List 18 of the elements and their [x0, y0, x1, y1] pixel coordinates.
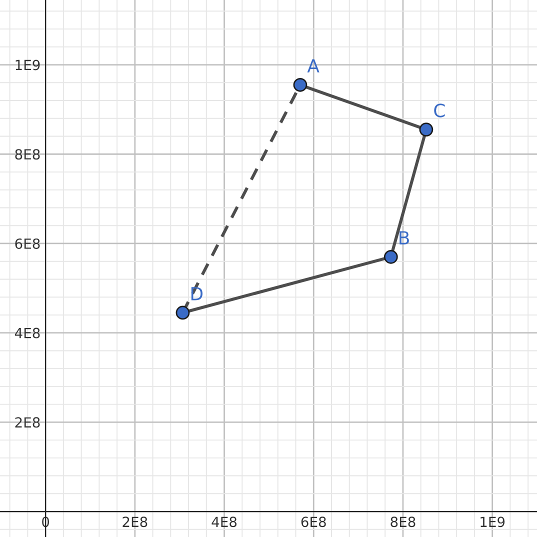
- point: [176, 306, 190, 320]
- annotation: D: [191, 287, 203, 300]
- y-tick-label: 4E8: [14, 328, 40, 338]
- x-tick-label: 8E8: [390, 516, 416, 528]
- x-tick-label: 4E8: [212, 516, 237, 528]
- point: [419, 122, 434, 137]
- x-tick-label: 1E9: [480, 516, 505, 528]
- point: [384, 250, 398, 264]
- y-tick-label: 1E9: [16, 60, 40, 70]
- y-tick-label: 2E8: [15, 417, 40, 428]
- x-tick-label: 2E8: [122, 516, 148, 528]
- annotation: C: [434, 104, 445, 118]
- y-tick-label: 8E8: [15, 149, 40, 160]
- annotation: A: [307, 59, 320, 72]
- point: [293, 78, 308, 92]
- y-tick-label: 6E8: [15, 238, 40, 249]
- annotation: B: [400, 231, 409, 244]
- x-tick-label: 6E8: [301, 516, 326, 528]
